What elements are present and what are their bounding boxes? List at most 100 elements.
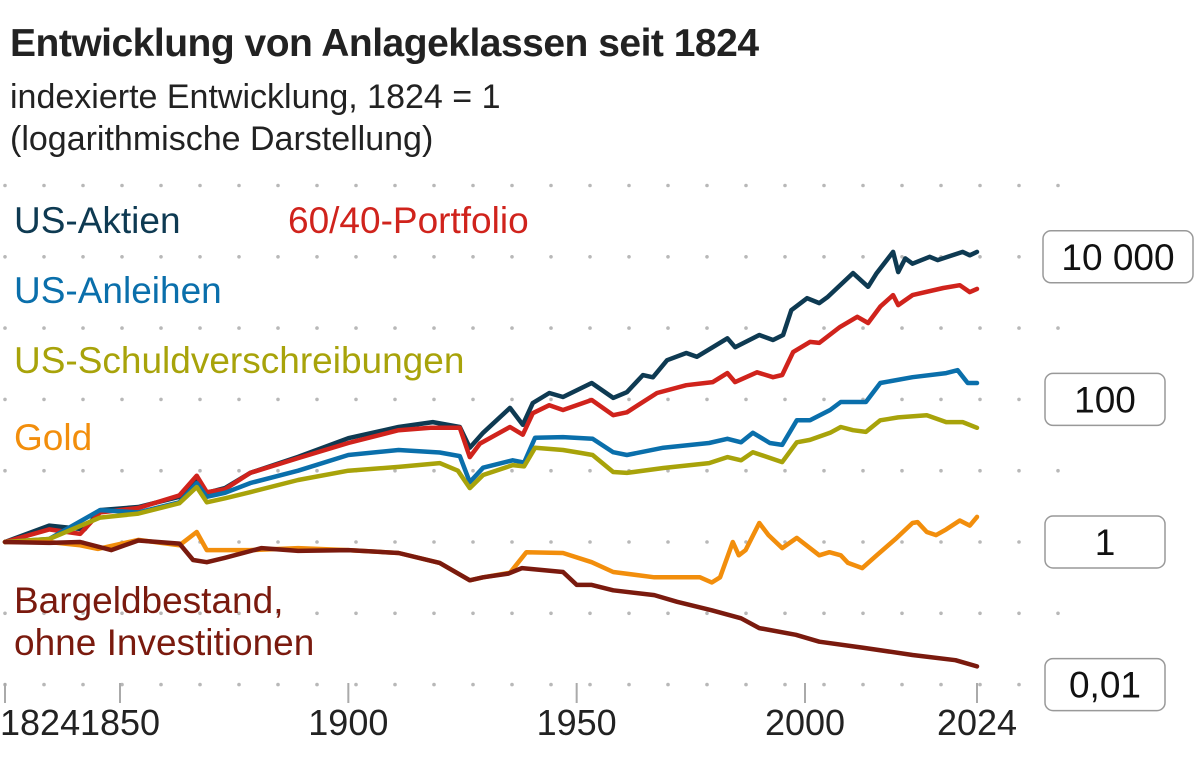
grid-dot bbox=[978, 468, 982, 473]
legend-label: ohne Investitionen bbox=[14, 622, 314, 663]
grid-dot bbox=[666, 183, 670, 188]
x-axis: 1824 1850 1900 1950 2000 2024 bbox=[0, 683, 1017, 743]
grid-dot bbox=[42, 397, 46, 402]
grid-dot bbox=[354, 397, 358, 402]
grid-dot bbox=[705, 254, 709, 259]
grid-dot bbox=[237, 611, 241, 616]
x-tick-label: 2000 bbox=[765, 702, 845, 743]
grid-dot bbox=[783, 397, 787, 402]
grid-dot bbox=[42, 254, 46, 259]
grid-dot bbox=[81, 397, 85, 402]
grid-dot bbox=[198, 468, 202, 473]
legend-label: Gold bbox=[14, 417, 92, 458]
grid-dot bbox=[939, 682, 943, 687]
y-axis: 10 000 100 1 0,01 bbox=[1042, 230, 1194, 712]
legend-label: US-Schuldverschreibungen bbox=[14, 340, 464, 381]
series-line-1 bbox=[2, 282, 980, 545]
grid-dot bbox=[354, 540, 358, 544]
grid-dot bbox=[627, 183, 631, 188]
grid-dot bbox=[900, 468, 904, 473]
grid-dot bbox=[666, 254, 670, 259]
grid-dot bbox=[393, 326, 397, 330]
grid-dot bbox=[198, 183, 202, 188]
grid-dot bbox=[588, 611, 592, 616]
grid-dot bbox=[549, 183, 553, 188]
grid-dot bbox=[705, 468, 709, 473]
grid-dot bbox=[939, 397, 943, 402]
grid-dot bbox=[237, 183, 241, 188]
grid-dot bbox=[978, 611, 982, 616]
grid-dot bbox=[42, 682, 46, 687]
grid-dot bbox=[42, 468, 46, 473]
grid-dot bbox=[276, 326, 280, 330]
grid-dot bbox=[627, 682, 631, 687]
grid-dot bbox=[822, 183, 826, 188]
grid-dot bbox=[471, 183, 475, 188]
grid-dot bbox=[432, 540, 436, 544]
grid-dot bbox=[3, 611, 7, 616]
chart-subtitle-line-2: (logarithmische Darstellung) bbox=[10, 120, 434, 158]
grid-dot bbox=[978, 254, 982, 259]
grid-dot bbox=[315, 397, 319, 402]
grid-dot bbox=[588, 540, 592, 544]
grid-dot bbox=[159, 326, 163, 330]
grid-dot bbox=[393, 397, 397, 402]
grid-dot bbox=[237, 326, 241, 330]
grid-dot bbox=[1017, 682, 1021, 687]
legend-labels: US-Aktien 60/40-Portfolio US-Anleihen US-Sc… bbox=[14, 200, 529, 663]
grid-dot bbox=[198, 254, 202, 259]
grid-dot bbox=[471, 397, 475, 402]
grid-dot bbox=[315, 611, 319, 616]
grid-dot bbox=[315, 183, 319, 188]
grid-dot bbox=[354, 611, 358, 616]
grid-dot bbox=[42, 326, 46, 330]
series-line-2 bbox=[2, 367, 980, 545]
grid-dot bbox=[120, 468, 124, 473]
grid-dot bbox=[549, 540, 553, 544]
x-tick-label: 1950 bbox=[537, 702, 617, 743]
grid-dot bbox=[744, 254, 748, 259]
grid-dot bbox=[120, 682, 124, 687]
grid-dot bbox=[978, 682, 982, 687]
y-tick-label-box bbox=[1044, 372, 1166, 427]
grid-dot bbox=[822, 326, 826, 330]
grid-dot bbox=[510, 682, 514, 687]
grid-dot bbox=[81, 682, 85, 687]
legend-label: US-Anleihen bbox=[14, 270, 222, 311]
grid-dot bbox=[705, 397, 709, 402]
grid-dot bbox=[588, 468, 592, 473]
grid-dot bbox=[432, 183, 436, 188]
series-lines bbox=[2, 249, 980, 669]
grid-dot bbox=[432, 611, 436, 616]
grid-dot bbox=[783, 611, 787, 616]
grid-dot bbox=[666, 326, 670, 330]
grid-dot bbox=[783, 468, 787, 473]
grid-dot bbox=[237, 254, 241, 259]
grid-dot bbox=[549, 682, 553, 687]
grid-dot bbox=[900, 682, 904, 687]
grid-dot bbox=[900, 183, 904, 188]
grid-dot bbox=[354, 183, 358, 188]
grid-dot bbox=[666, 682, 670, 687]
x-tick-label: 2024 bbox=[937, 702, 1017, 743]
grid-dot bbox=[42, 183, 46, 188]
chart-subtitle-line-1: indexierte Entwicklung, 1824 = 1 bbox=[10, 78, 501, 116]
grid-dot bbox=[861, 540, 865, 544]
grid-dot bbox=[900, 611, 904, 616]
grid-dot bbox=[744, 326, 748, 330]
grid-dot bbox=[861, 611, 865, 616]
grid-dot bbox=[549, 611, 553, 616]
grid-dot bbox=[276, 397, 280, 402]
grid-dot bbox=[120, 254, 124, 259]
grid-dot bbox=[42, 611, 46, 616]
grid-dot bbox=[1056, 183, 1060, 188]
grid-dot bbox=[3, 183, 7, 188]
legend-label: US-Aktien bbox=[14, 200, 181, 241]
y-tick-label: 0,01 bbox=[1069, 665, 1141, 706]
grid-dot bbox=[627, 611, 631, 616]
grid-dot bbox=[432, 397, 436, 402]
grid-dot bbox=[471, 540, 475, 544]
grid-dot bbox=[432, 682, 436, 687]
grid-dot bbox=[588, 254, 592, 259]
